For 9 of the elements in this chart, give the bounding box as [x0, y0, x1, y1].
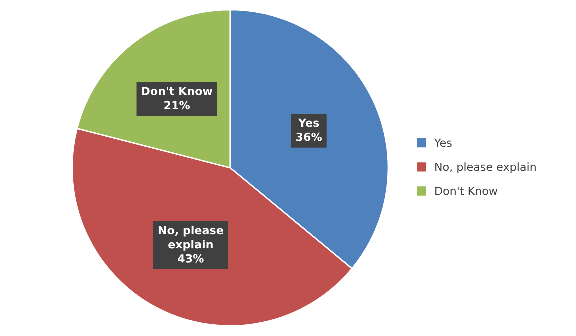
slice-label: No, please explain — [158, 226, 224, 251]
legend-label: Don't Know — [436, 187, 498, 196]
legend-label: No, please explain — [436, 162, 536, 174]
data-label: 43% — [178, 254, 204, 263]
data-label: 36% — [296, 132, 322, 142]
legend-label: Yes — [434, 138, 452, 148]
slice-label: Yes — [298, 118, 320, 128]
data-label: 21% — [164, 101, 190, 110]
slice-label: Don't Know — [142, 87, 213, 96]
